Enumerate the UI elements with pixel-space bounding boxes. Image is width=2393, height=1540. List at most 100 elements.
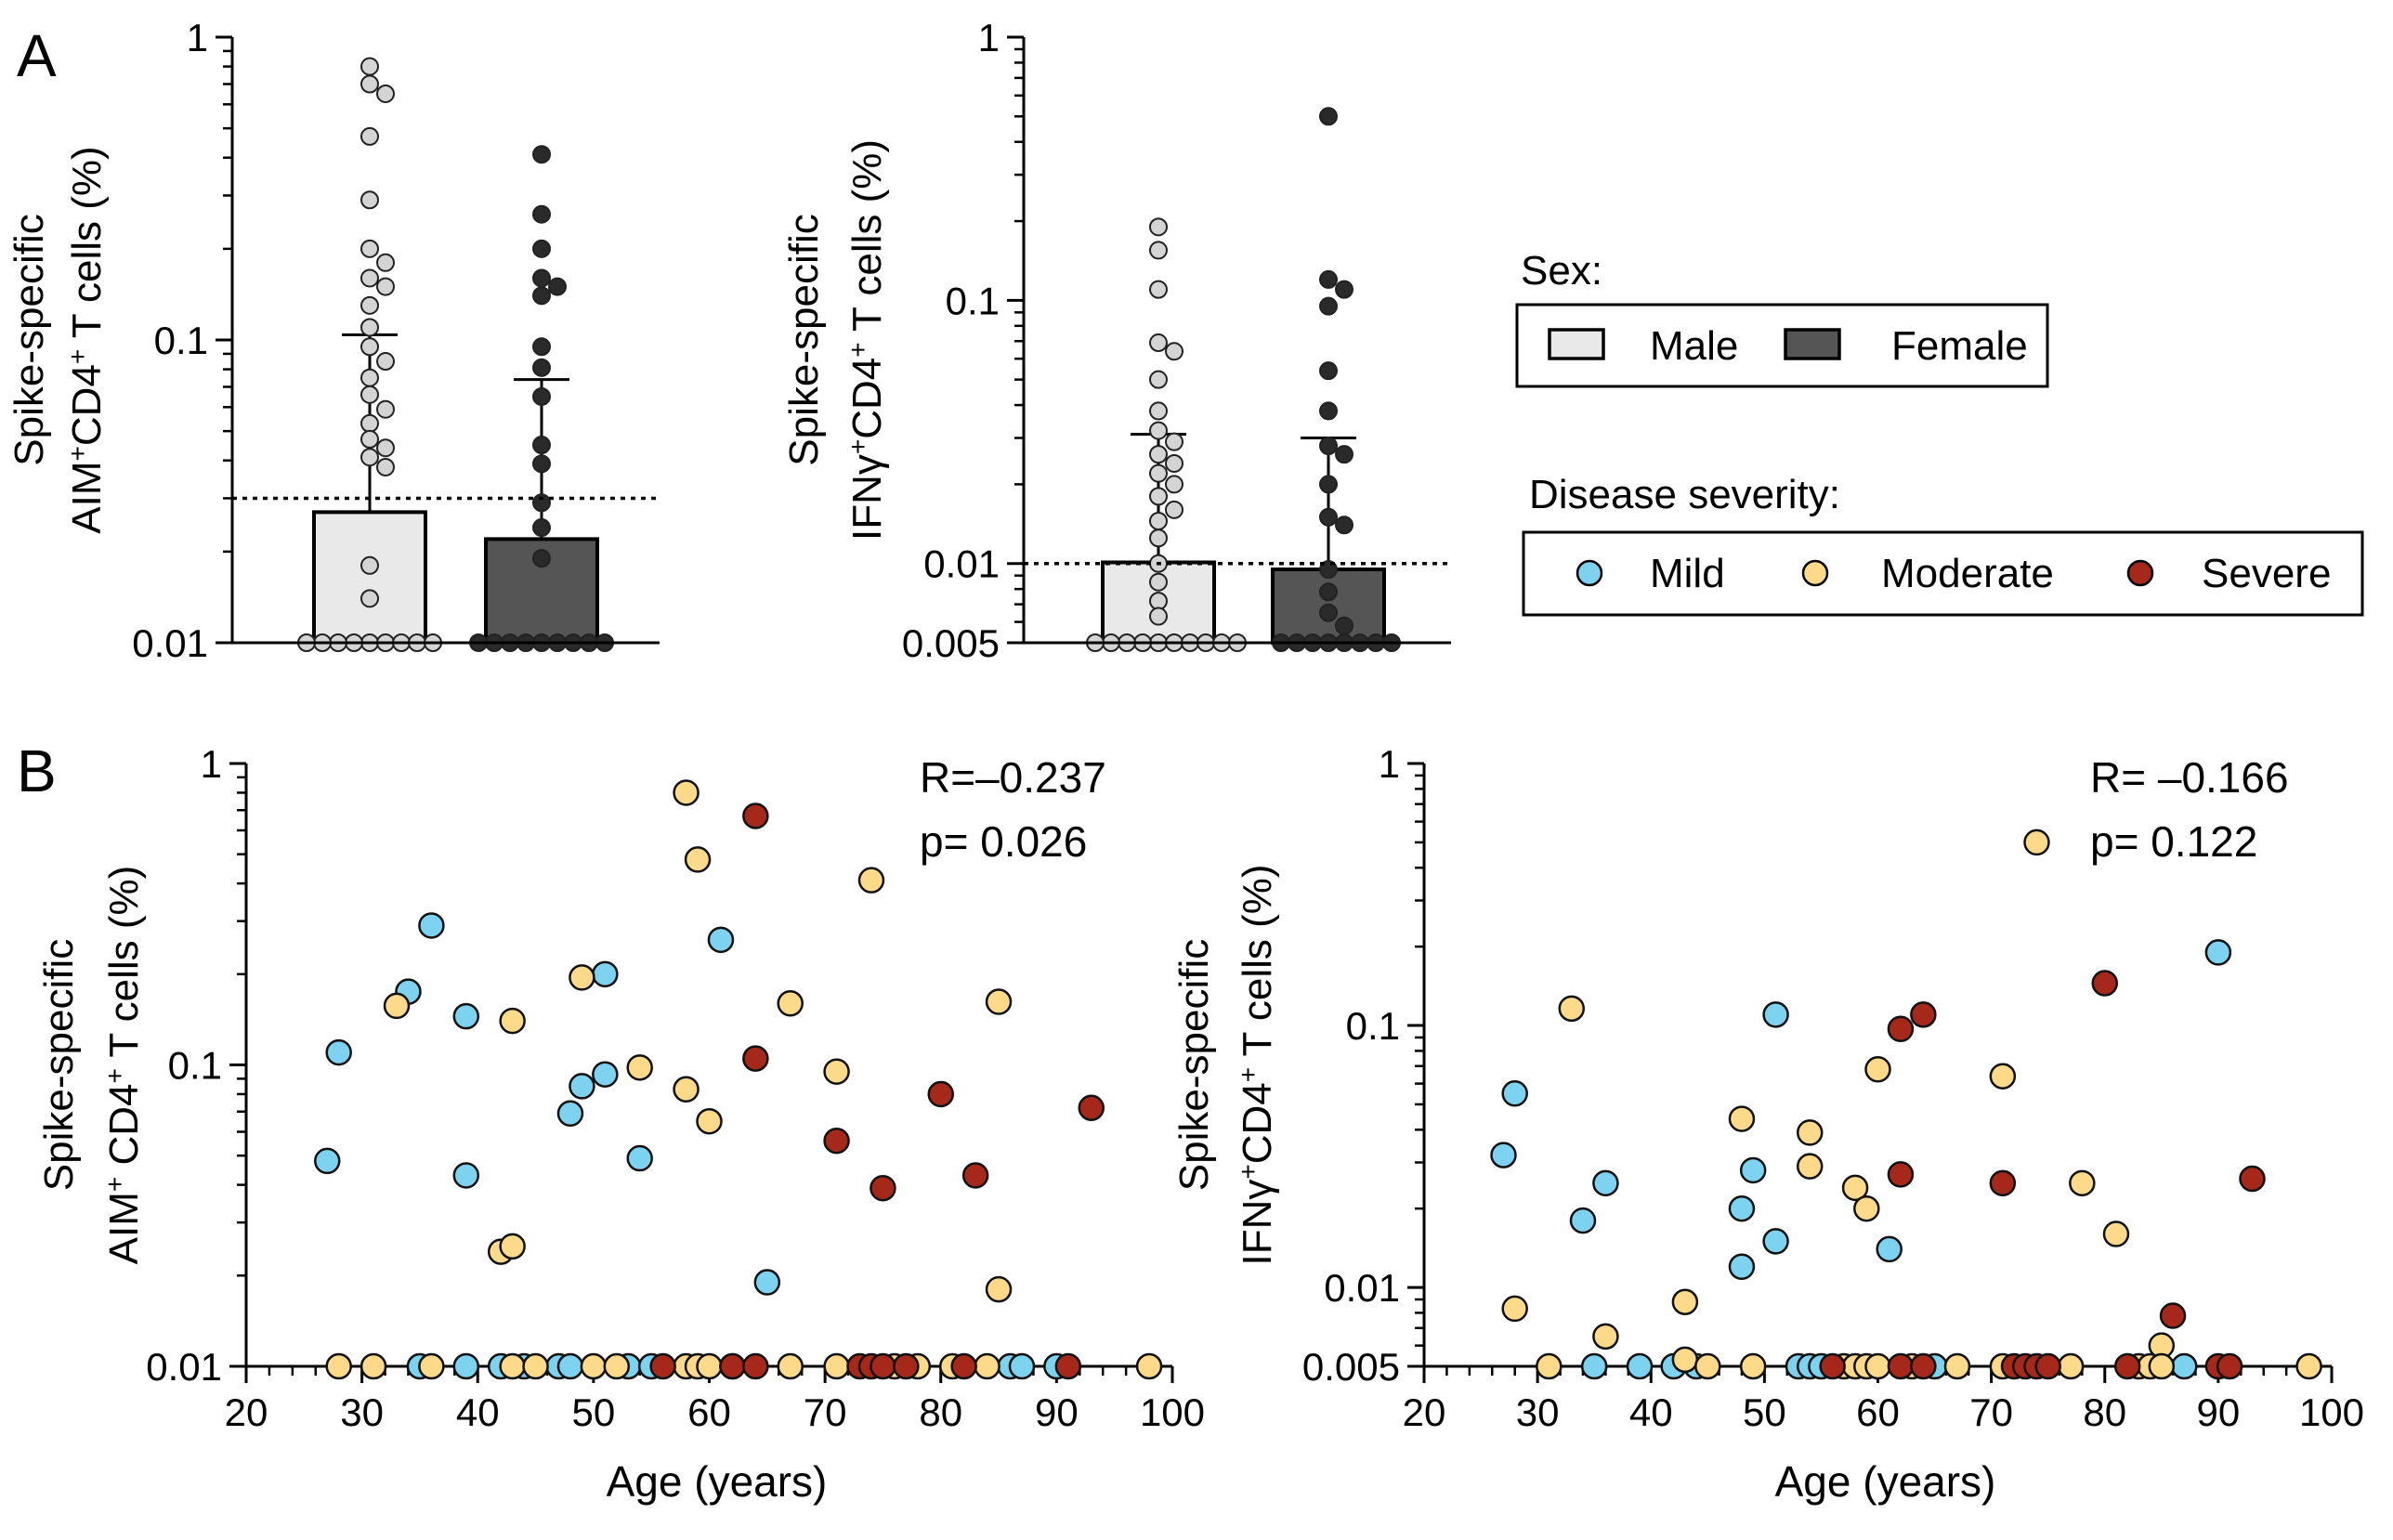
x-axis-label: Age (years) xyxy=(607,1457,828,1506)
data-point-moderate xyxy=(580,1352,608,1380)
data-point-male xyxy=(360,239,379,258)
data-point-mild xyxy=(313,1147,341,1175)
data-point-male xyxy=(1149,607,1168,626)
panel-label-a: A xyxy=(17,22,57,89)
data-point-moderate xyxy=(325,1352,352,1380)
data-point-female xyxy=(1319,507,1338,527)
stat-r: R= –0.166 xyxy=(2090,753,2289,802)
data-point-severe xyxy=(1887,1352,1915,1380)
data-point-female xyxy=(532,454,551,474)
data-point-male xyxy=(1149,421,1168,440)
y-tick-label: 0.005 xyxy=(902,621,1000,665)
data-point-severe xyxy=(719,1352,746,1380)
y-tick-label: 0.1 xyxy=(1346,1004,1400,1048)
data-point-moderate xyxy=(626,1054,653,1081)
y-tick-label: 1 xyxy=(978,16,1000,59)
y-axis-label-part: CD4 xyxy=(844,358,890,439)
y-axis-label-superscript: + xyxy=(1234,1164,1262,1179)
y-axis-label-part: T cells (%) xyxy=(101,866,147,1068)
data-point-moderate xyxy=(1989,1063,2017,1090)
data-point-female xyxy=(1335,516,1353,535)
legend-severity-box xyxy=(1522,530,2364,617)
x-tick-label: 50 xyxy=(572,1390,616,1434)
data-point-male xyxy=(360,368,379,387)
y-axis-label-superscript: + xyxy=(63,446,92,461)
data-point-male xyxy=(360,555,379,575)
y-axis-label: Spike-specific xyxy=(7,214,52,465)
legend-female-swatch xyxy=(1784,328,1841,360)
data-point-mild xyxy=(592,1061,619,1088)
data-point-female xyxy=(532,386,551,406)
data-point-female xyxy=(1319,475,1338,494)
data-point-mild xyxy=(556,1352,584,1380)
y-axis-label-part: AIM xyxy=(101,1192,147,1264)
data-point-severe xyxy=(823,1127,850,1155)
data-point-severe xyxy=(649,1352,676,1380)
legend-sex: Sex: Male Female xyxy=(1515,248,2049,388)
data-point-moderate xyxy=(418,1352,445,1380)
data-point-moderate xyxy=(684,846,712,873)
y-axis-label-superscript: + xyxy=(63,349,92,364)
data-point-moderate xyxy=(1864,1056,1891,1083)
legend-sex-box xyxy=(1515,303,2049,388)
legend-mild-label: Mild xyxy=(1650,551,1725,596)
data-point-mild xyxy=(1728,1253,1756,1281)
data-point-moderate xyxy=(823,1352,850,1380)
data-point-male xyxy=(360,448,379,467)
legend-severity: Disease severity: Mild Moderate Severe xyxy=(1522,472,2364,617)
data-point-female xyxy=(532,239,551,258)
data-point-severe xyxy=(1989,1169,2017,1197)
y-tick-label: 0.1 xyxy=(168,1044,222,1088)
data-point-severe xyxy=(2113,1352,2141,1380)
x-tick-label: 90 xyxy=(2197,1390,2241,1434)
chart-aim-vs-age: 20 30 40 50 60 70 80 90 100 Age (years) 0.01 0.1 1 Sp… xyxy=(36,742,1205,1506)
data-point-moderate xyxy=(1943,1352,1971,1380)
data-point-male xyxy=(376,457,395,476)
data-point-male xyxy=(1165,500,1183,519)
y-axis-label-superscript: + xyxy=(1234,1067,1262,1082)
x-tick-label: 40 xyxy=(456,1390,500,1434)
stat-p: p= 0.122 xyxy=(2090,817,2257,866)
y-axis-label: IFNγ+CD4+ T cells (%) xyxy=(1234,864,1281,1265)
data-point-male xyxy=(360,429,379,449)
data-point-male xyxy=(376,399,395,419)
y-axis-label-part: T cells (%) xyxy=(844,139,890,342)
y-axis-label-superscript: + xyxy=(100,1177,129,1192)
y-axis-label: AIM+ CD4+ T cells (%) xyxy=(100,866,148,1265)
data-point-mild xyxy=(452,1352,480,1380)
data-point-moderate xyxy=(2023,829,2050,856)
x-tick-label: 70 xyxy=(1969,1390,2013,1434)
y-tick-label: 0.01 xyxy=(1324,1266,1400,1310)
data-point-male xyxy=(1149,445,1168,464)
data-point-severe xyxy=(1910,1352,1937,1380)
y-tick-label: 0.01 xyxy=(146,1345,222,1389)
x-tick-label: 100 xyxy=(1140,1390,1205,1434)
data-point-male xyxy=(360,190,379,210)
data-point-severe xyxy=(2239,1165,2266,1193)
data-point-female xyxy=(1319,603,1338,622)
x-tick-label: 20 xyxy=(225,1390,268,1434)
data-point-severe xyxy=(2216,1352,2243,1380)
data-point-male xyxy=(376,253,395,272)
y-axis-label-superscript: + xyxy=(843,439,872,454)
data-point-mild xyxy=(1490,1142,1517,1168)
data-point-female xyxy=(1335,445,1353,464)
data-point-moderate xyxy=(1841,1174,1869,1202)
data-point-moderate xyxy=(985,1275,1013,1303)
data-point-moderate xyxy=(974,1352,1000,1380)
y-tick-label: 0.1 xyxy=(154,319,208,362)
data-point-female xyxy=(532,518,551,538)
y-axis-label-superscript: + xyxy=(100,1068,129,1083)
data-point-male xyxy=(1165,453,1183,473)
x-tick-label: 40 xyxy=(1629,1390,1673,1434)
data-point-severe xyxy=(961,1162,989,1189)
data-point-severe xyxy=(742,1352,769,1380)
data-point-female xyxy=(532,358,551,377)
data-point-severe xyxy=(1054,1352,1082,1380)
data-point-male xyxy=(1165,475,1183,494)
data-point-mild xyxy=(1008,1352,1036,1380)
legend-female-label: Female xyxy=(1891,323,2028,369)
data-point-male xyxy=(376,277,395,296)
data-point-mild xyxy=(1626,1352,1654,1380)
